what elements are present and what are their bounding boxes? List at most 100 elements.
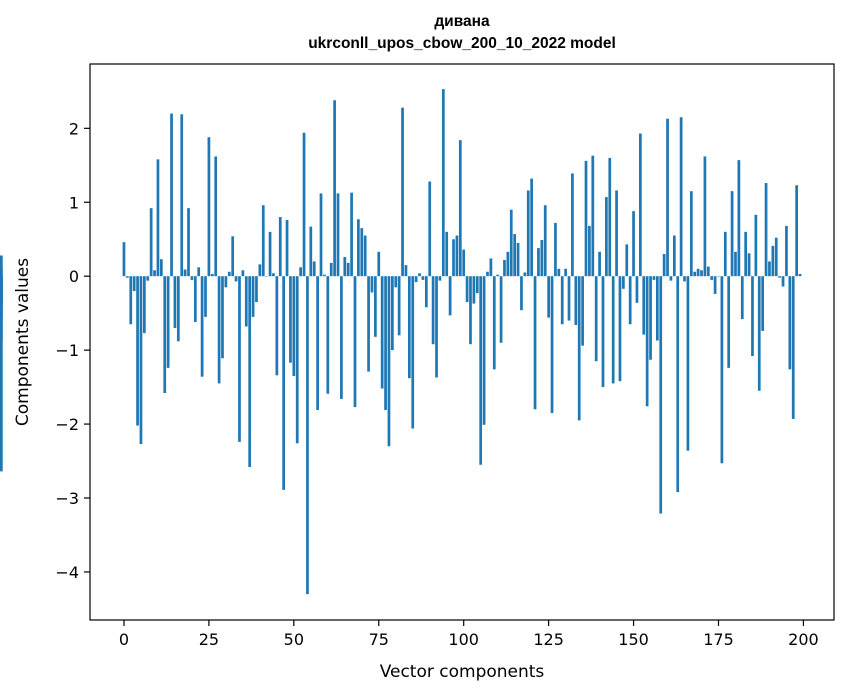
bar-component-116 bbox=[516, 242, 520, 277]
bar-component-118 bbox=[523, 272, 527, 277]
x-axis: 0 25 50 75 100 125 150 175 200 bbox=[119, 620, 819, 649]
bar-component-157 bbox=[655, 276, 659, 341]
bar-component-undefined bbox=[0, 276, 3, 319]
bar-component-66 bbox=[346, 262, 350, 277]
plot-area-frame bbox=[89, 63, 835, 621]
bar-component-20 bbox=[190, 276, 194, 280]
bar-component-73 bbox=[370, 276, 374, 293]
bar-component-71 bbox=[363, 235, 367, 277]
bar-component-104 bbox=[475, 276, 479, 294]
bar-component-11 bbox=[159, 259, 163, 277]
bar-component-146 bbox=[618, 276, 622, 382]
bar-component-187 bbox=[757, 276, 761, 391]
bar-component-131 bbox=[567, 276, 571, 321]
bar-component-84 bbox=[407, 276, 411, 379]
bar-component-117 bbox=[520, 276, 523, 311]
bar-component-179 bbox=[730, 191, 734, 277]
bar-component-60 bbox=[326, 276, 330, 394]
bar-component-61 bbox=[329, 262, 333, 277]
bar-component-137 bbox=[588, 225, 591, 277]
y-tick-label: −1 bbox=[55, 341, 79, 360]
bar-component-12 bbox=[163, 276, 167, 394]
bar-component-181 bbox=[737, 160, 741, 277]
bar-component-113 bbox=[506, 251, 510, 277]
bar-component-190 bbox=[768, 261, 771, 277]
bar-component-38 bbox=[251, 276, 255, 317]
bar-component-197 bbox=[791, 276, 795, 419]
bar-component-193 bbox=[778, 276, 781, 278]
bar-component-91 bbox=[431, 276, 435, 345]
bar-component-43 bbox=[268, 231, 272, 277]
y-tick-label: −4 bbox=[55, 563, 79, 582]
bar-component-188 bbox=[761, 276, 765, 331]
x-tick-label: 25 bbox=[199, 630, 219, 649]
bar-component-15 bbox=[173, 276, 177, 328]
bar-component-2 bbox=[129, 276, 133, 325]
bar-component-64 bbox=[340, 276, 343, 399]
bar-component-48 bbox=[285, 220, 289, 277]
bar-component-158 bbox=[659, 276, 663, 514]
bar-component-159 bbox=[662, 254, 666, 277]
bar-component-46 bbox=[278, 217, 282, 277]
bar-component-196 bbox=[788, 276, 792, 370]
bar-component-81 bbox=[397, 276, 401, 336]
bar-component-31 bbox=[227, 271, 231, 277]
bar-component-174 bbox=[713, 276, 717, 294]
bar-component-52 bbox=[299, 267, 302, 277]
bar-component-198 bbox=[795, 185, 798, 277]
bar-component-121 bbox=[533, 276, 537, 410]
bar-component-150 bbox=[632, 211, 635, 277]
bar-component-164 bbox=[679, 117, 683, 277]
bar-component-65 bbox=[343, 256, 347, 277]
bar-component-33 bbox=[234, 276, 238, 282]
x-axis-label: Vector components bbox=[380, 662, 545, 682]
y-tick-label: −3 bbox=[55, 489, 79, 508]
bar-component-59 bbox=[323, 274, 326, 277]
bar-component-132 bbox=[571, 173, 574, 277]
bar-component-undefined bbox=[0, 276, 3, 472]
x-tick-label: 200 bbox=[788, 630, 819, 649]
bar-component-1 bbox=[126, 276, 129, 278]
bar-component-166 bbox=[686, 276, 690, 451]
bar-component-22 bbox=[197, 267, 201, 277]
bar-component-107 bbox=[486, 271, 489, 277]
bar-component-70 bbox=[360, 228, 364, 277]
bar-component-98 bbox=[455, 235, 459, 277]
bar-component-5 bbox=[139, 276, 143, 445]
bar-component-82 bbox=[401, 107, 404, 277]
bar-component-162 bbox=[672, 235, 676, 277]
x-tick-label: 125 bbox=[533, 630, 564, 649]
bar-component-undefined bbox=[0, 268, 3, 277]
bar-component-125 bbox=[547, 276, 550, 318]
bar-component-148 bbox=[625, 244, 629, 277]
bar-component-74 bbox=[374, 276, 377, 337]
bar-component-85 bbox=[411, 276, 415, 429]
x-tick-label: 175 bbox=[703, 630, 734, 649]
bar-component-183 bbox=[744, 231, 748, 277]
bar-component-153 bbox=[642, 276, 646, 335]
bar-component-170 bbox=[700, 270, 703, 277]
bar-component-168 bbox=[693, 271, 697, 277]
bar-component-8 bbox=[149, 208, 153, 277]
bar-component-63 bbox=[336, 193, 340, 277]
bar-component-23 bbox=[200, 276, 204, 377]
bar-component-173 bbox=[710, 276, 714, 280]
bar-component-56 bbox=[312, 261, 316, 277]
bar-component-145 bbox=[615, 190, 618, 277]
bar-component-108 bbox=[489, 258, 493, 277]
bar-component-93 bbox=[438, 276, 442, 281]
bar-component-18 bbox=[183, 269, 187, 277]
y-axis: −4 −3 −2 −1 0 1 2 bbox=[55, 119, 90, 582]
bar-component-17 bbox=[180, 114, 184, 277]
bar-component-123 bbox=[540, 239, 544, 277]
bar-component-13 bbox=[166, 276, 170, 368]
bar-component-57 bbox=[316, 276, 319, 411]
x-tick-label: 100 bbox=[448, 630, 479, 649]
bar-component-176 bbox=[720, 276, 724, 464]
bar-component-127 bbox=[554, 222, 557, 277]
bar-component-186 bbox=[754, 214, 758, 277]
x-tick-label: 0 bbox=[119, 630, 129, 649]
bar-component-171 bbox=[703, 156, 707, 277]
chart-title-line1: дивана bbox=[434, 13, 490, 30]
